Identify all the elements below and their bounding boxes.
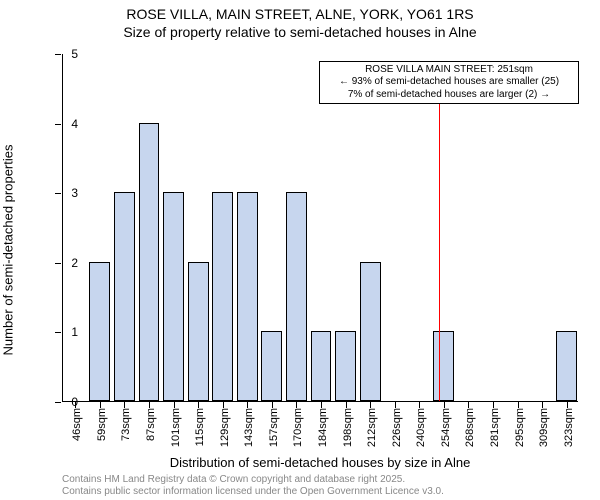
bar [360, 262, 381, 401]
x-tick-label: 129sqm [219, 408, 231, 454]
y-tick-label: 5 [71, 47, 78, 61]
x-tick-label: 212sqm [366, 408, 378, 454]
bar [311, 331, 332, 401]
y-tick-label: 2 [71, 256, 78, 270]
highlight-marker [439, 84, 440, 401]
y-tick-label: 4 [71, 117, 78, 131]
bar [212, 192, 233, 401]
y-axis-label: Number of semi-detached properties [1, 145, 16, 356]
bar [286, 192, 307, 401]
annotation-line3: 7% of semi-detached houses are larger (2… [324, 89, 574, 102]
annotation-line1: ROSE VILLA MAIN STREET: 251sqm [324, 64, 574, 77]
chart-container: ROSE VILLA, MAIN STREET, ALNE, YORK, YO6… [0, 0, 600, 500]
x-tick-label: 170sqm [292, 408, 304, 454]
bar [335, 331, 356, 401]
x-tick-label: 184sqm [317, 408, 329, 454]
x-tick-label: 101sqm [170, 408, 182, 454]
bar [89, 262, 110, 401]
x-tick-label: 281sqm [489, 408, 501, 454]
x-tick-label: 87sqm [145, 408, 157, 454]
annotation-line2: ← 93% of semi-detached houses are smalle… [324, 76, 574, 89]
x-tick-label: 73sqm [120, 408, 132, 454]
x-tick-label: 46sqm [71, 408, 83, 454]
x-tick-label: 295sqm [514, 408, 526, 454]
plot-area: 46sqm59sqm73sqm87sqm101sqm115sqm129sqm14… [62, 54, 578, 402]
bar [114, 192, 135, 401]
x-axis-label: Distribution of semi-detached houses by … [62, 455, 578, 470]
bar [139, 123, 160, 401]
y-tick [55, 332, 61, 333]
title-line2: Size of property relative to semi-detach… [0, 24, 600, 40]
y-tick-label: 3 [71, 186, 78, 200]
bar [237, 192, 258, 401]
annotation-box: ROSE VILLA MAIN STREET: 251sqm← 93% of s… [319, 61, 579, 105]
y-tick [55, 54, 61, 55]
title-block: ROSE VILLA, MAIN STREET, ALNE, YORK, YO6… [0, 6, 600, 40]
y-tick [55, 193, 61, 194]
x-tick-label: 323sqm [563, 408, 575, 454]
y-tick-label: 1 [71, 325, 78, 339]
footer-attribution: Contains HM Land Registry data © Crown c… [62, 474, 444, 498]
x-tick-label: 157sqm [268, 408, 280, 454]
footer-line2: Contains public sector information licen… [62, 486, 444, 498]
y-tick [55, 124, 61, 125]
x-tick-label: 198sqm [342, 408, 354, 454]
x-tick-label: 240sqm [415, 408, 427, 454]
bar [188, 262, 209, 401]
x-tick-label: 268sqm [464, 408, 476, 454]
x-tick-label: 59sqm [96, 408, 108, 454]
x-tick-label: 143sqm [243, 408, 255, 454]
x-tick-label: 226sqm [391, 408, 403, 454]
footer-line1: Contains HM Land Registry data © Crown c… [62, 474, 444, 486]
bar [556, 331, 577, 401]
x-tick-label: 254sqm [440, 408, 452, 454]
bar [261, 331, 282, 401]
y-tick [55, 263, 61, 264]
y-tick [55, 402, 61, 403]
x-tick-label: 309sqm [538, 408, 550, 454]
title-line1: ROSE VILLA, MAIN STREET, ALNE, YORK, YO6… [0, 6, 600, 22]
x-tick-label: 115sqm [194, 408, 206, 454]
bar [433, 331, 454, 401]
y-tick-label: 0 [71, 395, 78, 409]
bar [163, 192, 184, 401]
